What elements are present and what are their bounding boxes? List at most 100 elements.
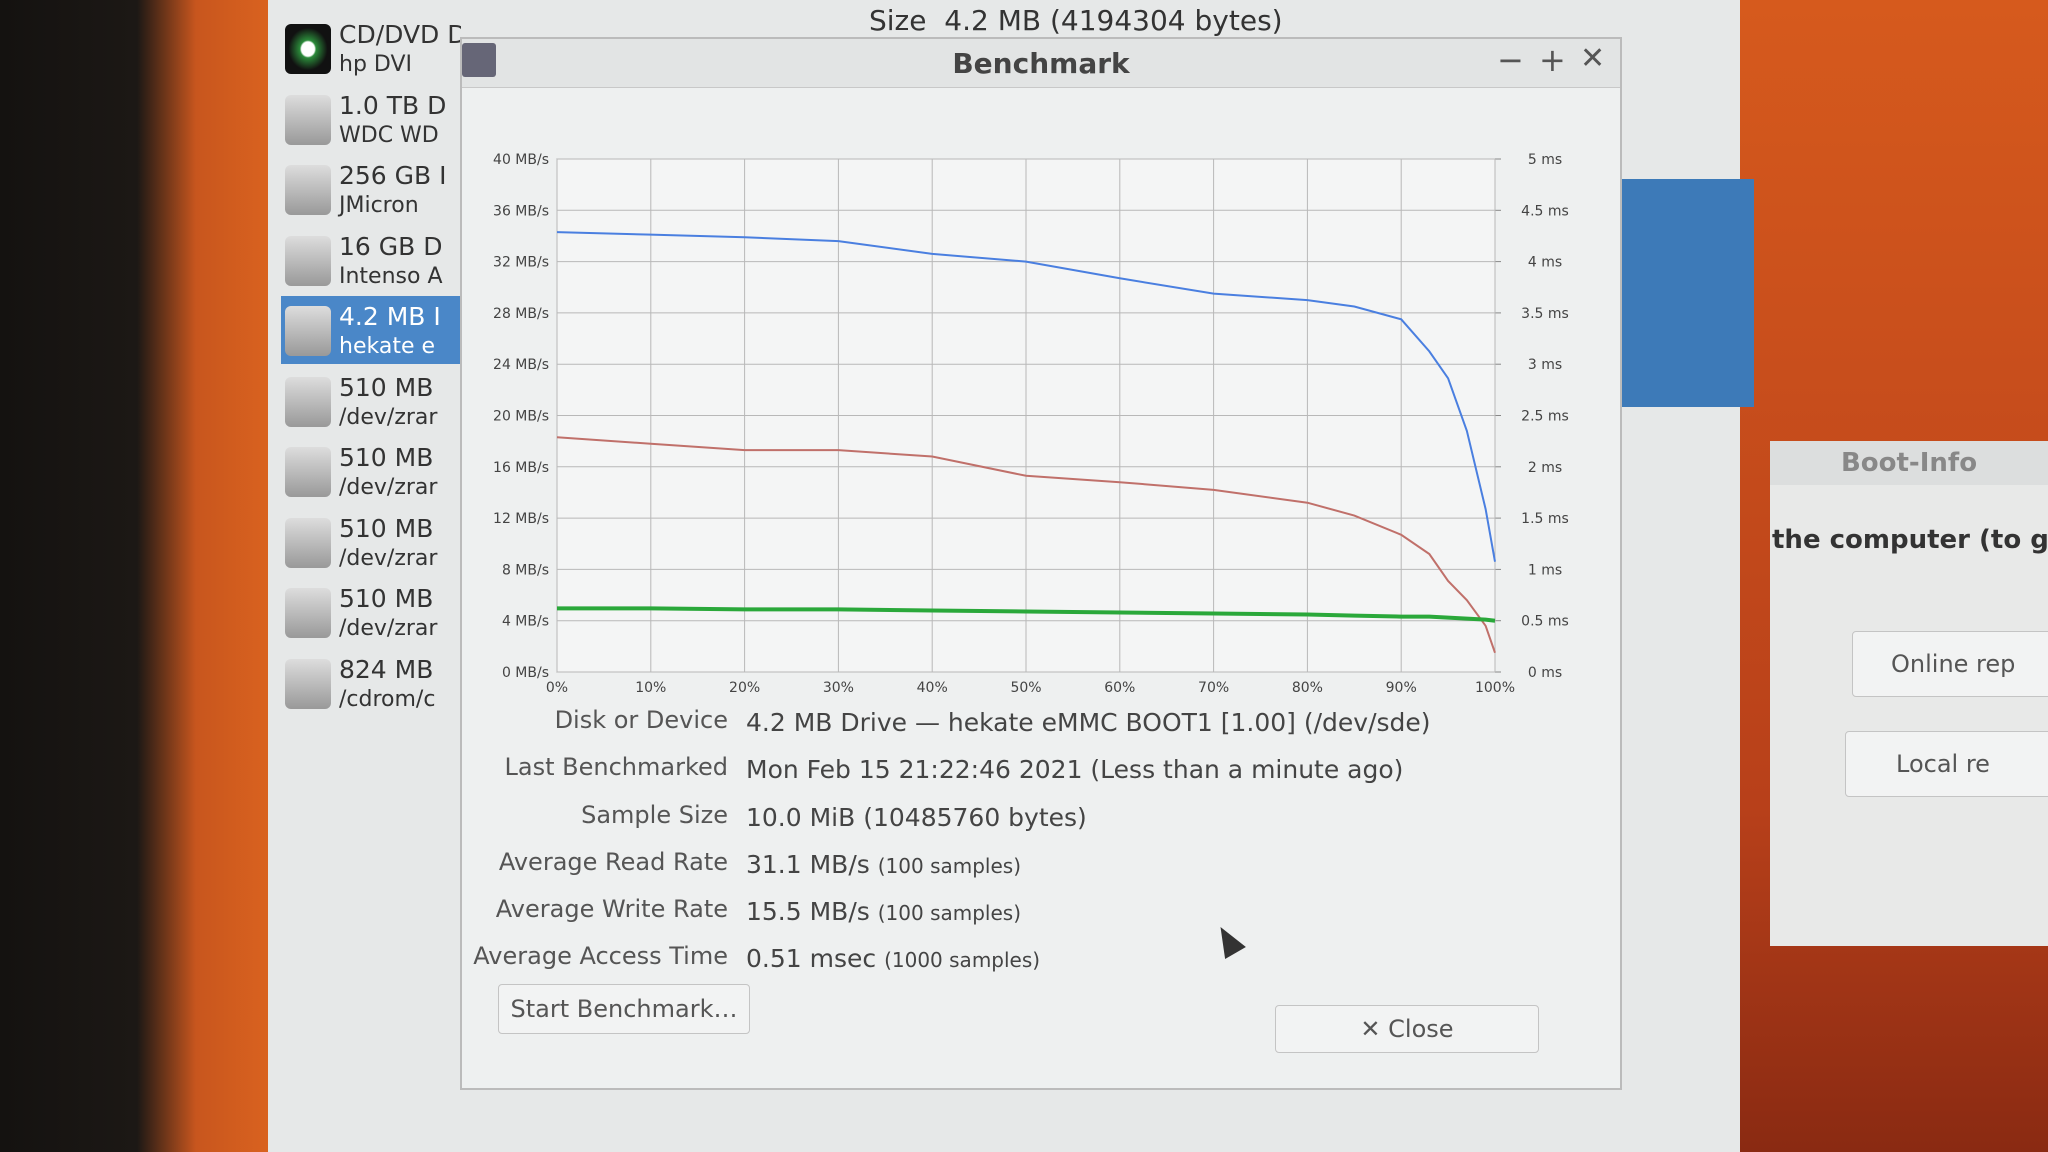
drive-item[interactable]: 510 MB/dev/zrar (281, 508, 461, 576)
info-value: 10.0 MiB (10485760 bytes) (746, 803, 1087, 832)
maximize-button[interactable]: + (1539, 41, 1566, 79)
x-tick-label: 10% (635, 680, 666, 696)
drive-icon (285, 306, 331, 356)
close-label: Close (1388, 1015, 1454, 1043)
y-tick-label: 40 MB/s (493, 152, 549, 168)
y-tick-label: 28 MB/s (493, 306, 549, 322)
drive-item[interactable]: 510 MB/dev/zrar (281, 367, 461, 435)
close-icon: ✕ (1360, 1015, 1389, 1043)
value-text: 31.1 MB/s (746, 850, 870, 879)
value-text: 15.5 MB/s (746, 897, 870, 926)
drive-icon (285, 447, 331, 497)
drive-icon (285, 588, 331, 638)
x-tick-label: 100% (1475, 680, 1515, 696)
drive-title: 510 MB (339, 584, 434, 613)
info-label: Sample Size (581, 801, 728, 829)
boot-info-text: the computer (to get (1772, 525, 2048, 555)
x-tick-label: 50% (1010, 680, 1041, 696)
drive-item[interactable]: 4.2 MB I hekate e (281, 296, 461, 364)
y2-tick-label: 3 ms (1528, 357, 1562, 373)
drive-title: 1.0 TB D (339, 90, 447, 120)
size-value: 4.2 MB (4194304 bytes) (944, 4, 1283, 37)
value-text: 0.51 msec (746, 944, 877, 973)
info-value: 15.5 MB/s (100 samples) (746, 897, 1021, 926)
y-tick-label: 36 MB/s (493, 203, 549, 219)
info-value: 31.1 MB/s (100 samples) (746, 850, 1021, 879)
series-line (557, 606, 1496, 623)
y-tick-label: 20 MB/s (493, 409, 549, 425)
y-tick-label: 16 MB/s (493, 460, 549, 476)
y2-tick-label: 1 ms (1528, 562, 1562, 578)
info-value: 4.2 MB Drive — hekate eMMC BOOT1 [1.00] … (746, 708, 1431, 737)
drive-item[interactable]: 16 GB D Intenso A (281, 226, 461, 294)
info-label: Average Write Rate (495, 895, 728, 923)
y2-tick-label: 4.5 ms (1521, 203, 1569, 219)
x-tick-label: 80% (1292, 680, 1323, 696)
y2-tick-label: 0 ms (1528, 665, 1562, 681)
drive-subtitle: JMicron (339, 193, 419, 218)
y2-tick-label: 3.5 ms (1521, 306, 1569, 322)
y2-tick-label: 2.5 ms (1521, 409, 1569, 425)
x-tick-label: 70% (1198, 680, 1229, 696)
dialog-icon (462, 43, 496, 77)
drive-icon (285, 165, 331, 215)
drive-subtitle: hekate e (339, 334, 436, 359)
boot-info-window: Boot-Info the computer (to get Online re… (1770, 441, 2048, 946)
drive-item[interactable]: CD/DVD Drive hp DVI (281, 14, 461, 82)
dialog-title: Benchmark (952, 47, 1130, 80)
drive-item[interactable]: 1.0 TB D WDC WD (281, 85, 461, 153)
drive-subtitle: hp DVI (339, 52, 412, 77)
close-button[interactable]: ✕ Close (1275, 1005, 1539, 1053)
partition-block (1609, 179, 1754, 407)
y-tick-label: 8 MB/s (502, 562, 549, 578)
value-text: 4.2 MB Drive — hekate eMMC BOOT1 [1.00] … (746, 708, 1431, 737)
drive-icon (285, 658, 331, 709)
drive-icon (285, 517, 331, 568)
value-note: (1000 samples) (884, 948, 1041, 972)
y2-tick-label: 4 ms (1528, 255, 1562, 271)
drive-item[interactable]: 256 GB I JMicron (281, 155, 461, 223)
drive-item[interactable]: 510 MB/dev/zrar (281, 437, 461, 505)
drive-title: 4.2 MB I (339, 302, 441, 331)
drive-item[interactable]: 824 MB/cdrom/c (281, 649, 461, 717)
local-button[interactable]: Local re (1845, 731, 2048, 797)
value-note: (100 samples) (877, 901, 1022, 925)
drive-icon (285, 376, 331, 427)
drive-title: 16 GB D (339, 231, 443, 261)
start-benchmark-button[interactable]: Start Benchmark… (498, 984, 750, 1034)
series-line (556, 231, 1496, 562)
x-tick-label: 90% (1386, 680, 1417, 696)
drive-icon (285, 94, 331, 145)
series-line (556, 436, 1496, 654)
boot-info-title: Boot-Info (1770, 441, 2048, 485)
info-label: Average Access Time (473, 942, 728, 970)
y-tick-label: 32 MB/s (493, 255, 549, 271)
online-button[interactable]: Online rep (1852, 631, 2048, 697)
y-tick-label: 0 MB/s (502, 665, 549, 681)
drive-item[interactable]: 510 MB/dev/zrar (281, 578, 461, 646)
minimize-button[interactable]: − (1497, 41, 1524, 79)
drive-title: 510 MB (339, 513, 434, 543)
drive-subtitle: Intenso A (339, 263, 443, 289)
drive-subtitle: /dev/zrar (339, 404, 438, 430)
y-tick-label: 12 MB/s (493, 511, 549, 527)
drive-title: 256 GB I (339, 161, 447, 190)
y-tick-label: 4 MB/s (502, 614, 549, 630)
drive-subtitle: /dev/zrar (339, 545, 438, 571)
drive-subtitle: /dev/zrar (339, 475, 438, 500)
y-tick-label: 24 MB/s (493, 357, 549, 373)
info-value: Mon Feb 15 21:22:46 2021 (Less than a mi… (746, 755, 1403, 784)
x-tick-label: 20% (729, 680, 760, 696)
benchmark-chart: 0 MB/s 4 MB/s 8 MB/s 12 MB/s 16 MB/s 20 MB/s 2… (493, 152, 1569, 696)
value-text: Mon Feb 15 21:22:46 2021 (Less than a mi… (746, 755, 1404, 784)
drive-subtitle: /cdrom/c (339, 686, 436, 712)
close-window-button[interactable]: ✕ (1580, 41, 1606, 76)
drive-icon (285, 24, 331, 74)
value-text: 10.0 MiB (10485760 bytes) (746, 803, 1087, 832)
x-tick-label: 30% (823, 680, 854, 696)
x-tick-label: 40% (917, 680, 948, 696)
drive-title: 510 MB (339, 372, 434, 402)
info-value: 0.51 msec (1000 samples) (746, 944, 1040, 973)
x-tick-label: 60% (1104, 680, 1135, 696)
